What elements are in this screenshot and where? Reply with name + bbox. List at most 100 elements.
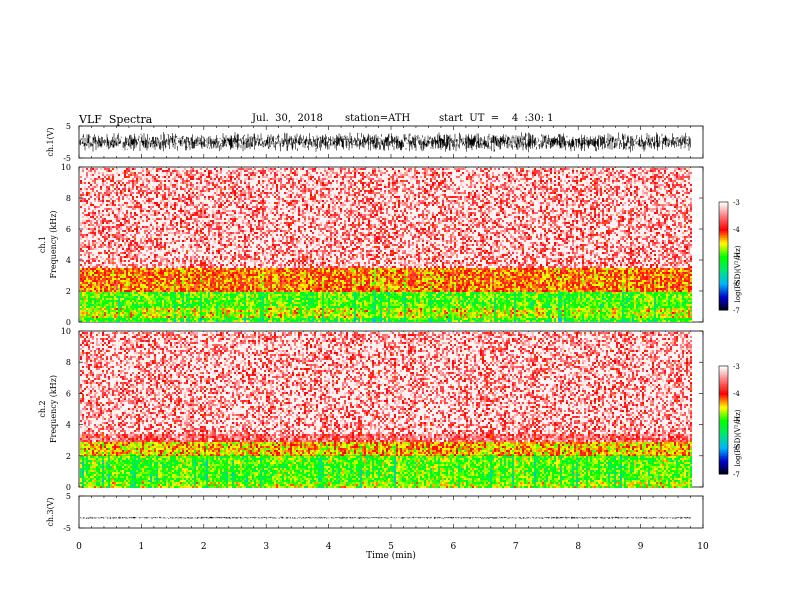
spectrogram-cell: [176, 208, 178, 210]
spectrogram-cell: [142, 242, 144, 244]
spectrogram-cell: [156, 226, 158, 228]
spectrogram-cell: [160, 316, 162, 318]
spectrogram-cell: [174, 186, 176, 188]
spectrogram-cell: [144, 276, 146, 278]
spectrogram-cell: [150, 190, 152, 192]
spectrogram-cell: [98, 294, 100, 296]
spectrogram-cell: [106, 252, 108, 254]
spectrogram-cell: [102, 284, 104, 286]
spectrogram-cell: [126, 236, 128, 238]
spectrogram-cell: [100, 316, 102, 318]
spectrogram-cell: [150, 306, 152, 308]
spectrogram-cell: [132, 320, 134, 322]
spectrogram-cell: [146, 238, 148, 240]
spectrogram-cell: [88, 214, 90, 216]
spectrogram-cell: [144, 262, 146, 264]
spectrogram-cell: [132, 238, 134, 240]
spectrogram-cell: [134, 318, 136, 320]
spectrogram-cell: [160, 220, 162, 222]
spectrogram-cell: [126, 174, 128, 176]
spectrogram-cell: [108, 170, 110, 172]
spectrogram-cell: [130, 216, 132, 218]
spectrogram-cell: [170, 246, 172, 248]
spectrogram-cell: [88, 262, 90, 264]
spectrogram-cell: [140, 202, 142, 204]
spectrogram-cell: [104, 268, 106, 270]
spectrogram-cell: [162, 314, 164, 316]
spectrogram-cell: [126, 262, 128, 264]
spectrogram-cell: [164, 318, 166, 320]
spectrogram-cell: [124, 174, 126, 176]
spectrogram-cell: [122, 288, 124, 290]
spectrogram-cell: [84, 256, 86, 258]
spectrogram-cell: [180, 202, 182, 204]
spectrogram-cell: [84, 186, 86, 188]
spectrogram-cell: [92, 222, 94, 224]
spectrogram-cell: [128, 300, 130, 302]
spectrogram-cell: [144, 174, 146, 176]
spectrogram-cell: [136, 202, 138, 204]
spectrogram-cell: [144, 170, 146, 172]
spectrogram-cell: [88, 174, 90, 176]
spectrogram-cell: [110, 314, 112, 316]
spectrogram-cell: [170, 270, 172, 272]
spectrogram-cell: [104, 308, 106, 310]
spectrogram-cell: [108, 306, 110, 308]
spectrogram-cell: [178, 302, 180, 304]
spectrogram-cell: [134, 206, 136, 208]
spectrogram-cell: [114, 274, 116, 276]
spectrogram-cell: [158, 210, 160, 212]
spectrogram-cell: [162, 228, 164, 230]
spectrogram-cell: [132, 212, 134, 214]
spectrogram-cell: [90, 210, 92, 212]
spectrogram-cell: [118, 206, 120, 208]
spectrogram-cell: [118, 232, 120, 234]
spectrogram-cell: [158, 296, 160, 298]
spectrogram-cell: [86, 224, 88, 226]
spectrogram-cell: [114, 282, 116, 284]
spectrogram-cell: [84, 238, 86, 240]
spectrogram-cell: [116, 284, 118, 286]
spectrogram-cell: [82, 256, 84, 258]
spectrogram-cell: [146, 302, 148, 304]
spectrogram-cell: [172, 276, 174, 278]
spectrogram-cell: [94, 250, 96, 252]
spectrogram-cell: [150, 302, 152, 304]
spectrogram-cell: [104, 258, 106, 260]
spectrogram-cell: [166, 320, 168, 322]
spectrogram-cell: [174, 254, 176, 256]
spectrogram-cell: [112, 278, 114, 280]
spectrogram-cell: [90, 212, 92, 214]
spectrogram-cell: [164, 174, 166, 176]
spectrogram-cell: [80, 174, 82, 176]
spectrogram-cell: [80, 172, 82, 174]
spectrogram-cell: [98, 252, 100, 254]
spectrogram-cell: [124, 320, 126, 322]
spectrogram-cell: [138, 272, 140, 274]
spectrogram-cell: [172, 178, 174, 180]
spectrogram-cell: [158, 312, 160, 314]
spectrogram-cell: [108, 254, 110, 256]
spectrogram-cell: [134, 234, 136, 236]
spectrogram-cell: [158, 262, 160, 264]
spectrogram-cell: [80, 216, 82, 218]
spectrogram-cell: [130, 284, 132, 286]
spectrogram-cell: [92, 212, 94, 214]
spectrogram-cell: [102, 220, 104, 222]
spectrogram-cell: [174, 212, 176, 214]
spectrogram-cell: [84, 248, 86, 250]
spectrogram-cell: [122, 248, 124, 250]
spectrogram-cell: [164, 242, 166, 244]
spectrogram-cell: [126, 234, 128, 236]
spectrogram-cell: [100, 280, 102, 282]
spectrogram-cell: [152, 262, 154, 264]
spectrogram-cell: [126, 190, 128, 192]
spectrogram-cell: [114, 248, 116, 250]
spectrogram-cell: [96, 256, 98, 258]
spectrogram-cell: [180, 212, 182, 214]
spectrogram-cell: [88, 300, 90, 302]
spectrogram-cell: [124, 196, 126, 198]
spectrogram-cell: [118, 182, 120, 184]
spectrogram-cell: [126, 274, 128, 276]
spectrogram-cell: [152, 226, 154, 228]
